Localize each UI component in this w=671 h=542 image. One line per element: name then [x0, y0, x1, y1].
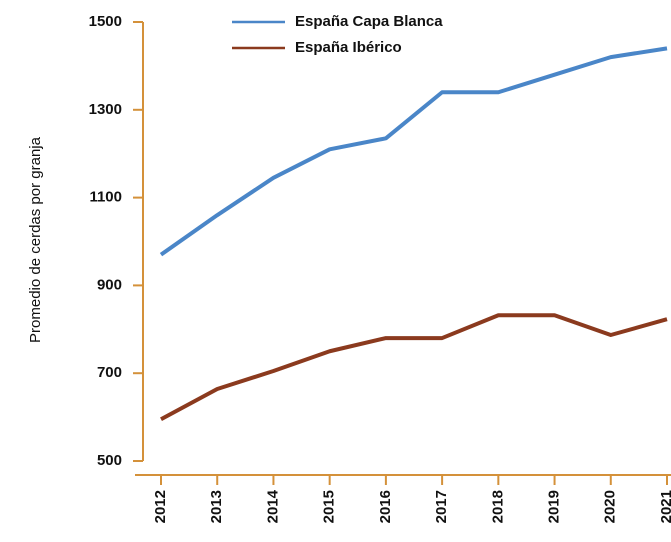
x-tick-label: 2021 [658, 490, 671, 523]
legend-label: España Ibérico [295, 39, 402, 56]
y-tick-label: 900 [97, 276, 122, 293]
x-tick-label: 2017 [433, 490, 450, 523]
x-tick-label: 2014 [264, 489, 281, 523]
y-tick-label: 700 [97, 364, 122, 381]
x-tick-label: 2020 [602, 490, 619, 523]
x-tick-label: 2013 [208, 490, 225, 523]
line-series [160, 313, 668, 422]
x-tick-label: 2018 [489, 490, 506, 523]
y-tick-label: 500 [97, 452, 122, 469]
x-tick-label: 2016 [377, 490, 394, 523]
y-axis-label: Promedio de cerdas por granja [27, 136, 44, 343]
legend-label: España Capa Blanca [295, 13, 443, 30]
x-tick-label: 2015 [321, 490, 338, 523]
y-tick-label: 1100 [89, 189, 122, 206]
x-tick-label: 2019 [546, 490, 563, 523]
line-series [159, 46, 668, 257]
y-tick-label: 1500 [89, 13, 122, 30]
y-tick-label: 1300 [89, 101, 122, 118]
x-tick-label: 2012 [152, 490, 169, 523]
